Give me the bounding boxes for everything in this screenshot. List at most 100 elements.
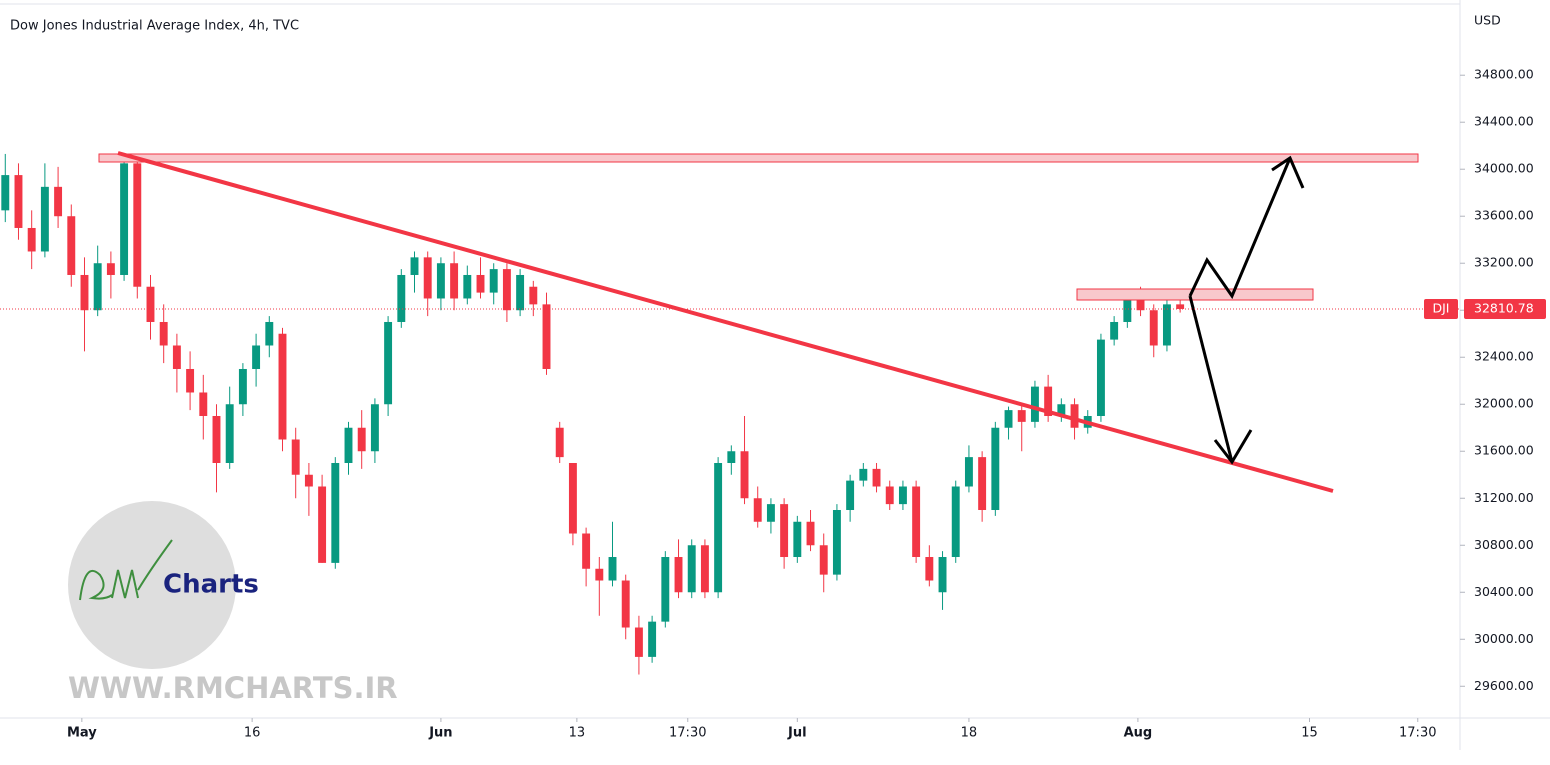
candle-body <box>595 568 604 581</box>
candle-body <box>621 580 630 628</box>
candle-body <box>912 486 921 558</box>
candle-body <box>146 286 155 322</box>
candle-body <box>885 486 894 505</box>
candle-body <box>634 627 643 657</box>
candle-body <box>582 533 591 569</box>
y-tick-label: 30000.00 <box>1474 631 1534 646</box>
candle-body <box>1176 304 1185 309</box>
candle-body <box>1044 386 1053 416</box>
candle-body <box>846 480 855 511</box>
resistance-zone <box>1076 288 1314 301</box>
x-tick-label: 15 <box>1301 726 1318 741</box>
candle-body <box>608 557 617 581</box>
x-tick-label: 13 <box>569 726 586 741</box>
candle-body <box>291 439 300 475</box>
candle-body <box>1017 410 1026 422</box>
candle-body <box>159 321 168 346</box>
candle-body <box>397 274 406 322</box>
candle-body <box>872 468 881 487</box>
arrowhead <box>1271 155 1305 189</box>
candle-body <box>489 269 498 293</box>
website: WWW.RMCHARTS.IR <box>68 671 398 705</box>
candle-body <box>1162 304 1171 346</box>
candle-body <box>212 415 221 463</box>
candle-body <box>555 427 564 458</box>
candle-body <box>898 486 907 505</box>
candle-body <box>1110 321 1119 340</box>
candle-body <box>186 368 195 393</box>
candle-body <box>648 621 657 657</box>
logo: Charts <box>68 501 259 669</box>
candle-body <box>529 286 538 305</box>
y-tick-label: 33600.00 <box>1474 208 1534 223</box>
candle-body <box>225 404 234 463</box>
chart-title: Dow Jones Industrial Average Index, 4h, … <box>10 19 299 34</box>
candle-body <box>568 462 577 534</box>
resistance-zone <box>98 153 1419 163</box>
candle-body <box>687 545 696 593</box>
candle-body <box>780 504 789 558</box>
x-tick-label: May <box>67 726 97 741</box>
candle-body <box>1057 404 1066 416</box>
candle-body <box>476 274 485 293</box>
x-tick-label: 16 <box>244 726 261 741</box>
y-tick-label: 30800.00 <box>1474 537 1534 552</box>
candle-body <box>67 216 76 275</box>
candle-body <box>54 186 63 217</box>
candle-body <box>238 368 247 405</box>
candle-body <box>766 504 775 522</box>
x-tick-label: Jul <box>787 726 807 741</box>
candle-body <box>978 457 987 511</box>
candle-body <box>172 345 181 369</box>
y-tick-label: 29600.00 <box>1474 678 1534 693</box>
y-tick-label: 34000.00 <box>1474 161 1534 176</box>
trendline <box>117 151 1334 493</box>
y-tick-label: 32400.00 <box>1474 349 1534 364</box>
candle-body <box>542 304 551 369</box>
logo-circle <box>68 501 236 669</box>
candle-body <box>700 545 709 593</box>
x-tick-label: Aug <box>1124 726 1153 741</box>
x-tick-label: Jun <box>428 726 452 741</box>
y-tick-label: 34400.00 <box>1474 114 1534 129</box>
candle-body <box>93 263 102 311</box>
candle-body <box>344 427 353 463</box>
y-tick-label: 31600.00 <box>1474 443 1534 458</box>
candle-body <box>727 451 736 463</box>
y-tick-label: 34800.00 <box>1474 67 1534 82</box>
candle-body <box>753 498 762 522</box>
candle-body <box>1149 310 1158 346</box>
candle-body <box>832 510 841 575</box>
candle-body <box>964 457 973 487</box>
candle-body <box>318 486 327 563</box>
candle-body <box>463 274 472 299</box>
candle-body <box>806 521 815 546</box>
candle-body <box>516 274 525 311</box>
candle-body <box>1123 292 1132 322</box>
candle-body <box>859 468 868 481</box>
candle-body <box>1 175 10 211</box>
drawings <box>98 151 1419 493</box>
candle-body <box>331 462 340 563</box>
candle-body <box>502 269 511 311</box>
candle-body <box>106 263 115 275</box>
x-tick-label: 17:30 <box>1399 726 1436 741</box>
logo-mark <box>79 539 173 601</box>
candle-body <box>265 321 274 346</box>
candle-body <box>370 404 379 452</box>
candle-body <box>436 263 445 299</box>
candle-body <box>304 474 313 487</box>
y-tick-label: 31200.00 <box>1474 490 1534 505</box>
candle-body <box>674 557 683 593</box>
candle-body <box>793 521 802 558</box>
symbol-tag <box>1424 298 1458 319</box>
candle-body <box>661 557 670 622</box>
candle-body <box>423 257 432 299</box>
candle-body <box>40 186 49 252</box>
candle-body <box>1136 292 1145 311</box>
candle-body <box>14 175 23 228</box>
candle-body <box>384 321 393 405</box>
y-tick-label: 30400.00 <box>1474 584 1534 599</box>
arrow <box>1188 295 1234 463</box>
